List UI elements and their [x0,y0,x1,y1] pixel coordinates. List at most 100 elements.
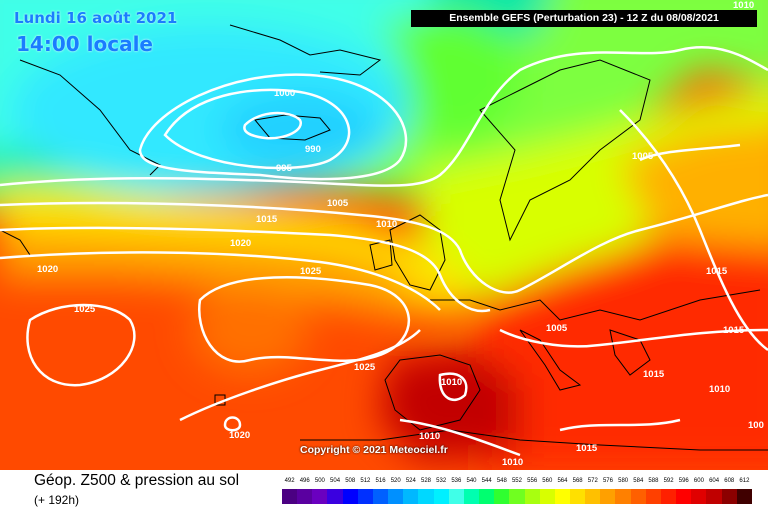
legend-value-label: 516 [375,478,386,484]
legend-swatch [645,489,661,504]
legend-swatch [479,489,495,504]
coastlines [0,24,768,451]
legend-swatch [721,489,737,504]
isobar-label: 1025 [74,304,96,315]
legend-value-label: 532 [436,478,447,484]
isobar-label: 1005 [546,323,568,334]
isobar-label: 1020 [37,264,58,275]
legend-value-label: 548 [496,478,507,484]
isobar-label: 1020 [230,238,251,249]
isobar-label: 1010 [733,0,754,11]
legend-value-label: 504 [330,478,341,484]
legend-value-label: 612 [739,478,750,484]
legend-value-label: 560 [542,478,553,484]
isobar-label: 1015 [256,214,278,225]
isobar-label: 1010 [709,384,730,395]
legend-swatch [736,489,752,504]
legend-swatch [342,489,358,504]
legend-value-label: 588 [648,478,659,484]
legend-swatch [418,489,434,504]
isobars [0,46,768,457]
legend-value-label: 552 [511,478,522,484]
legend-swatch [327,489,343,504]
isobar-label: 1015 [723,325,745,336]
isobar-label: 990 [305,144,321,155]
legend-value-label: 512 [360,478,371,484]
map-footer: Géop. Z500 & pression au sol (+ 192h) 49… [0,470,768,512]
legend-swatch [706,489,722,504]
isobar-label: 1025 [354,362,376,373]
legend-value-label: 596 [678,478,689,484]
local-time: 14:00 locale [16,32,153,56]
legend-swatch [463,489,480,504]
isobar-label: 1010 [441,377,462,388]
isobar-label: 100 [748,420,764,431]
legend-value-label: 584 [633,478,644,484]
legend-value-label: 496 [299,478,310,484]
legend-value-label: 508 [345,478,356,484]
legend-swatch [600,489,616,504]
isobar-label: 1015 [643,369,665,380]
legend-value-label: 492 [284,478,295,484]
lead-time: (+ 192h) [34,493,80,507]
legend-swatch [539,489,555,504]
legend-value-label: 520 [390,478,401,484]
isobar-label: 1015 [576,443,598,454]
isobar-label: 1015 [706,266,728,277]
legend-value-label: 580 [618,478,629,484]
legend-swatch [691,489,707,504]
copyright-notice: Copyright © 2021 Meteociel.fr [300,444,448,456]
legend-swatch [357,489,373,504]
legend-value-label: 524 [405,478,416,484]
model-run-banner: Ensemble GEFS (Perturbation 23) - 12 Z d… [411,10,757,27]
legend-value-label: 604 [709,478,720,484]
legend-swatch [569,489,586,504]
legend-value-label: 608 [724,478,735,484]
color-scale-bar [282,489,752,504]
color-scale-labels: 492 496 500 504 508 512 516 520 524 528 532 536 540 5… [282,478,752,488]
legend-swatch [509,489,525,504]
legend-value-label: 600 [693,478,704,484]
map-canvas: 1000 990 995 1005 1010 1015 1020 1025 10… [0,0,768,470]
legend-swatch [433,489,449,504]
legend-value-label: 572 [587,478,598,484]
legend-value-label: 556 [527,478,538,484]
legend-swatch [297,489,313,504]
forecast-date: Lundi 16 août 2021 [14,9,178,27]
legend-swatch [615,489,631,504]
legend-swatch [524,489,540,504]
legend-value-label: 568 [572,478,583,484]
legend-swatch [554,489,570,504]
legend-value-label: 500 [314,478,325,484]
legend-swatch [585,489,601,504]
legend-swatch [630,489,646,504]
product-title: Géop. Z500 & pression au sol [34,472,240,489]
isobar-label: 1005 [327,198,349,209]
isobar-label: 1010 [502,457,523,468]
legend-value-label: 564 [557,478,568,484]
isobar-label: 995 [276,163,293,174]
isobar-label: 1010 [376,219,397,230]
legend-value-label: 540 [466,478,477,484]
legend-value-label: 592 [663,478,674,484]
isobar-label: 1005 [632,151,654,162]
legend-value-label: 544 [481,478,492,484]
legend-swatch [403,489,419,504]
legend-swatch [312,489,328,504]
legend-swatch [388,489,404,504]
legend-swatch [448,489,464,504]
isobar-labels: 1000 990 995 1005 1010 1015 1020 1025 10… [37,0,764,468]
legend-swatch [282,489,298,504]
legend-value-label: 536 [451,478,462,484]
legend-swatch [660,489,677,504]
geopotential-field [0,0,768,470]
legend-value-label: 528 [421,478,432,484]
legend-swatch [676,489,692,504]
legend-swatch [494,489,510,504]
isobar-label: 1020 [229,430,250,441]
legend-swatch [372,489,389,504]
isobar-label: 1010 [419,431,440,442]
legend-value-label: 576 [602,478,613,484]
isobar-label: 1000 [274,88,295,99]
